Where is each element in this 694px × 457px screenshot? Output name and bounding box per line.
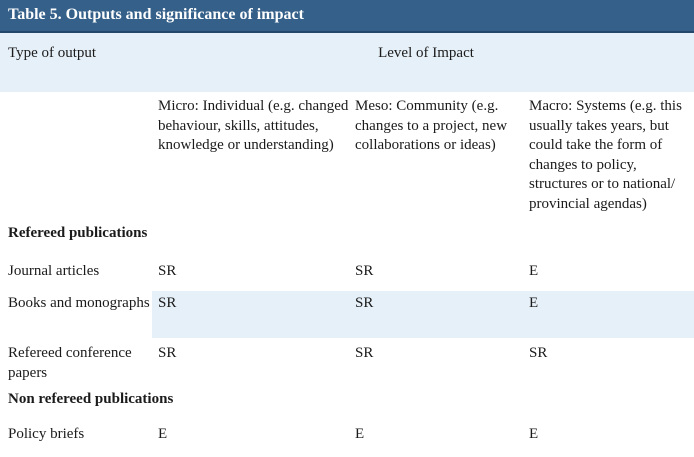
- macro-cell: E: [529, 426, 539, 442]
- section-heading-row: Refereed publications: [0, 220, 694, 251]
- micro-cell: SR: [152, 291, 349, 338]
- section-heading-row: Non refereed publications: [0, 387, 694, 416]
- type-of-output-header: Type of output: [0, 33, 152, 92]
- output-cell: Journal articles: [8, 263, 100, 279]
- table-row: Journal articles SR SR E: [0, 251, 694, 291]
- table-row: Refereed conference papers SR SR SR: [0, 338, 694, 387]
- meso-cell: SR: [349, 291, 521, 338]
- macro-cell: E: [529, 263, 539, 279]
- meso-cell: SR: [355, 263, 374, 279]
- output-cell: Policy briefs: [8, 426, 85, 442]
- header-row: Type of output Level of Impact: [0, 33, 694, 92]
- macro-cell: E: [521, 291, 694, 338]
- macro-header: Macro: Systems (e.g. this usually takes …: [529, 98, 682, 212]
- meso-header: Meso: Community (e.g. changes to a proje…: [355, 98, 508, 153]
- meso-cell: E: [355, 426, 365, 442]
- table-row: Books and monographs SR SR E: [0, 291, 694, 338]
- micro-cell: E: [158, 426, 168, 442]
- table-row: Policy briefs E E E: [0, 416, 694, 457]
- micro-cell: SR: [158, 263, 177, 279]
- output-cell: Books and monographs: [8, 295, 150, 311]
- meso-cell: SR: [355, 345, 374, 361]
- section-heading: Non refereed publications: [8, 391, 174, 407]
- micro-cell: SR: [158, 345, 177, 361]
- section-heading: Refereed publications: [8, 225, 148, 241]
- macro-cell: SR: [529, 345, 548, 361]
- output-cell: Refereed conference papers: [8, 345, 132, 381]
- impact-levels-row: Micro: Individual (e.g. changed behaviou…: [0, 92, 694, 220]
- empty-cell: [0, 92, 152, 220]
- micro-header: Micro: Individual (e.g. changed behaviou…: [158, 98, 349, 153]
- impact-table: Type of output Level of Impact Micro: In…: [0, 33, 694, 457]
- level-of-impact-header: Level of Impact: [152, 33, 694, 92]
- table-title: Table 5. Outputs and significance of imp…: [0, 0, 694, 33]
